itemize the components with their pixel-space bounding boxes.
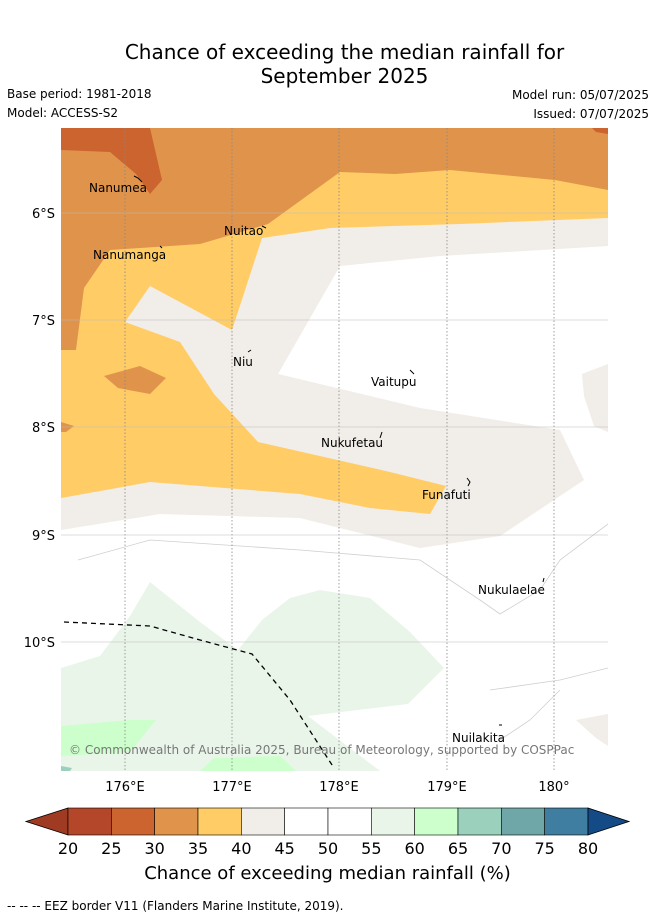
colorbar-over-arrow	[587, 807, 631, 836]
colorbar-segment	[154, 807, 199, 836]
contour-30-35-patch	[104, 366, 166, 394]
colorbar-segment	[241, 807, 285, 836]
y-tick-6s: 6°S	[32, 207, 55, 222]
place-niu: Niu	[233, 355, 253, 369]
colorbar-label: 25	[101, 839, 122, 858]
colorbar-label: 30	[144, 839, 165, 858]
title-line-1: Chance of exceeding the median rainfall …	[124, 40, 565, 64]
colorbar-label: 55	[361, 839, 382, 858]
place-funafuti: Funafuti	[422, 488, 471, 502]
lat-lines	[61, 212, 608, 643]
place-nanumea: Nanumea	[89, 181, 147, 195]
y-tick-8s: 8°S	[32, 421, 55, 436]
place-nukulaelae: Nukulaelae	[478, 583, 545, 597]
contour-60-65	[61, 720, 156, 756]
grid-lines	[124, 128, 555, 771]
contour-line-3	[499, 689, 561, 741]
contour-25-30	[61, 128, 162, 194]
model-run: Model run: 05/07/2025	[511, 88, 649, 102]
colorbar-segment	[111, 807, 155, 836]
contour-40-45-right	[582, 364, 608, 432]
island-marks	[133, 175, 545, 726]
colorbar-segment	[501, 807, 545, 836]
y-tick-9s: 9°S	[32, 529, 55, 544]
contour-40-45-bottom-right	[576, 714, 608, 746]
colorbar-under-arrow	[24, 807, 69, 836]
contour-25-30-right	[592, 128, 608, 134]
colorbar-label: 60	[404, 839, 425, 858]
place-nuitao: Nuitao	[224, 224, 263, 238]
colorbar-label: 40	[231, 839, 252, 858]
contour-line-1	[77, 523, 608, 615]
contour-30-35	[61, 128, 608, 350]
colorbar-label: 70	[491, 839, 512, 858]
x-tick-179e: 179°E	[427, 780, 467, 795]
colorbar-segment	[544, 807, 589, 836]
base-period: Base period: 1981-2018	[7, 87, 152, 101]
x-tick-180: 180°	[538, 780, 569, 795]
contour-60-65-b	[200, 756, 296, 771]
x-tick-177e: 177°E	[212, 780, 252, 795]
colorbar-label: 80	[577, 839, 599, 858]
colorbar-label: 20	[57, 839, 79, 858]
x-tick-176e: 176°E	[105, 780, 145, 795]
colorbar-segment	[197, 807, 242, 836]
colorbar-segment	[327, 807, 372, 836]
colorbar	[24, 807, 631, 836]
title-line-2: September 2025	[260, 64, 429, 88]
y-tick-7s: 7°S	[32, 314, 55, 329]
colorbar-label: 35	[187, 839, 209, 858]
copyright-notice: © Commonwealth of Australia 2025, Bureau…	[69, 743, 574, 757]
colorbar-segment	[371, 807, 415, 836]
colorbar-label: 50	[317, 839, 339, 858]
place-nuilakita: Nuilakita	[452, 731, 505, 745]
colorbar-label: 65	[447, 839, 469, 858]
contour-55-60	[61, 582, 444, 771]
eez-legend-note: -- -- -- EEZ border V11 (Flanders Marine…	[7, 899, 344, 913]
place-nukufetau: Nukufetau	[321, 436, 383, 450]
colorbar-segment	[284, 807, 329, 836]
contour-65-70	[61, 766, 72, 771]
eez-border	[63, 621, 335, 769]
y-tick-10s: 10°S	[24, 636, 55, 651]
colorbar-segment	[457, 807, 502, 836]
colorbar-segment	[67, 807, 112, 836]
map-contours	[61, 128, 608, 771]
colorbar-title: Chance of exceeding median rainfall (%)	[144, 863, 511, 884]
colorbar-label: 45	[274, 839, 295, 858]
x-tick-178e: 178°E	[319, 780, 359, 795]
contour-line-2	[489, 667, 608, 691]
colorbar-label: 75	[534, 839, 555, 858]
issued-date: Issued: 07/07/2025	[533, 107, 649, 121]
model-name: Model: ACCESS-S2	[7, 106, 119, 120]
place-vaitupu: Vaitupu	[371, 375, 417, 389]
place-nanumanga: Nanumanga	[93, 248, 166, 262]
chart-title: Chance of exceeding the median rainfall …	[0, 40, 655, 88]
colorbar-segment	[414, 807, 459, 836]
